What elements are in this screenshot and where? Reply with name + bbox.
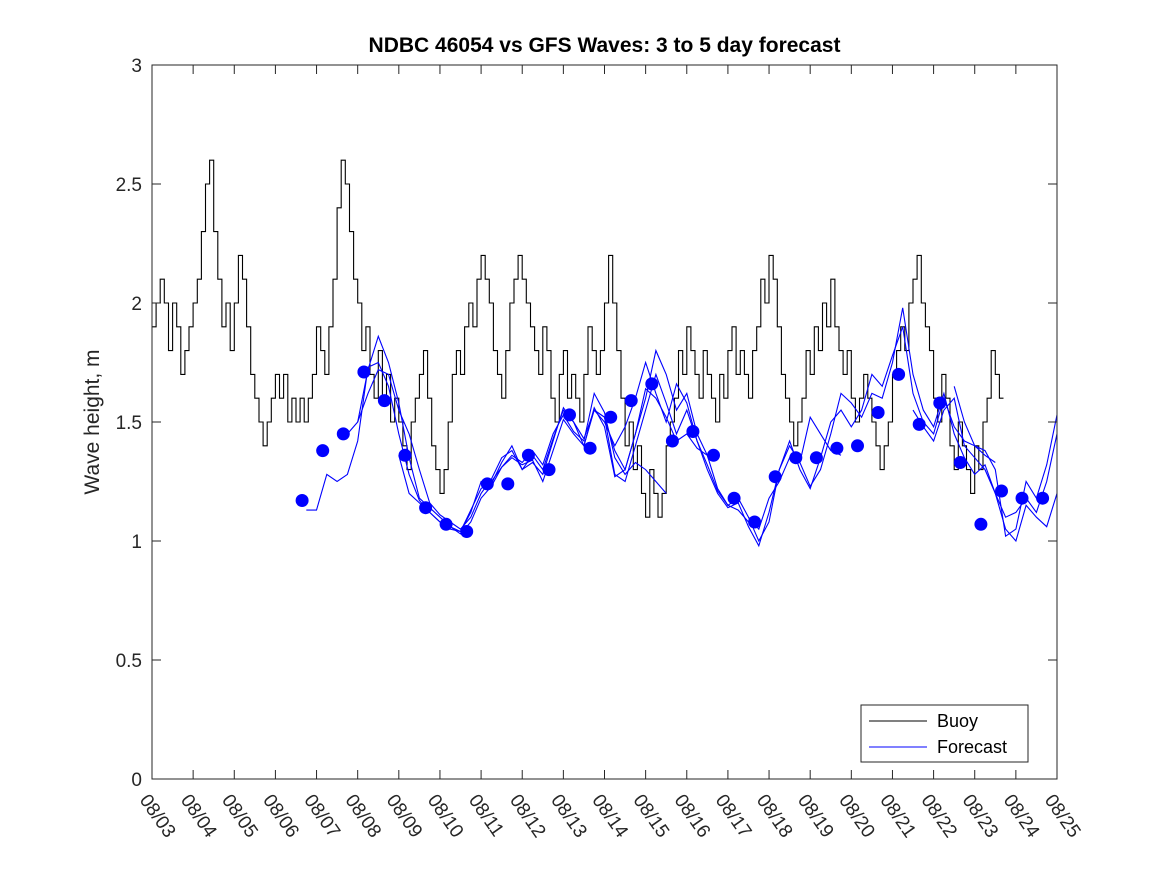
forecast-point	[377, 394, 391, 408]
forecast-point	[871, 406, 885, 419]
forecast-point	[933, 396, 947, 410]
forecast-point	[995, 484, 1008, 498]
forecast-point	[563, 408, 576, 422]
forecast-point	[727, 491, 741, 505]
forecast-point	[295, 494, 309, 507]
chart-title: NDBC 46054 vs GFS Waves: 3 to 5 day fore…	[369, 34, 841, 57]
forecast-point	[912, 417, 926, 431]
forecast-point	[624, 394, 638, 408]
forecast-point	[1015, 491, 1029, 505]
y-tick-label: 2.5	[116, 175, 142, 196]
forecast-point	[583, 441, 597, 455]
forecast-series-line-7	[912, 397, 1058, 543]
forecast-point	[707, 448, 720, 462]
forecast-point	[336, 427, 350, 441]
forecast-point	[686, 425, 700, 438]
y-axis-label: Wave height, m	[81, 349, 104, 494]
forecast-point	[953, 456, 967, 469]
buoy-series-line	[152, 159, 1004, 518]
forecast-point	[357, 365, 371, 379]
forecast-point	[748, 515, 762, 529]
forecast-point	[1036, 491, 1050, 505]
y-tick-label: 2	[131, 294, 142, 315]
forecast-point	[439, 517, 453, 531]
legend-box	[860, 704, 1029, 763]
forecast-point	[892, 367, 906, 381]
forecast-point	[521, 448, 535, 462]
forecast-points-layer	[295, 365, 1050, 538]
legend: Buoy Forecast	[860, 704, 1029, 763]
legend-label-buoy: Buoy	[937, 711, 978, 731]
forecast-point	[645, 377, 659, 391]
forecast-point	[789, 451, 803, 465]
forecast-series-line-8	[953, 386, 1058, 538]
forecast-point	[419, 501, 433, 515]
forecast-point	[974, 517, 988, 531]
forecast-point	[809, 451, 823, 465]
y-tick-label: 1.5	[116, 413, 142, 434]
y-tick-label: 0.5	[116, 651, 142, 672]
forecast-point	[665, 434, 679, 448]
forecast-point	[316, 444, 330, 458]
y-tick-label: 1	[131, 532, 142, 553]
forecast-series-line-3	[357, 368, 749, 530]
forecast-point	[460, 525, 474, 538]
forecast-point	[768, 470, 782, 484]
y-tick-label: 3	[131, 56, 142, 77]
forecast-point	[830, 441, 844, 455]
legend-label-forecast: Forecast	[937, 737, 1007, 757]
y-tick-label: 0	[131, 770, 142, 791]
forecast-point	[501, 477, 515, 491]
forecast-series-line-4	[398, 348, 842, 543]
forecast-point	[851, 439, 864, 453]
forecast-point	[542, 463, 556, 477]
forecast-point	[398, 448, 412, 462]
forecast-point	[480, 477, 494, 491]
series-layer	[152, 159, 1058, 548]
forecast-point	[604, 410, 618, 424]
